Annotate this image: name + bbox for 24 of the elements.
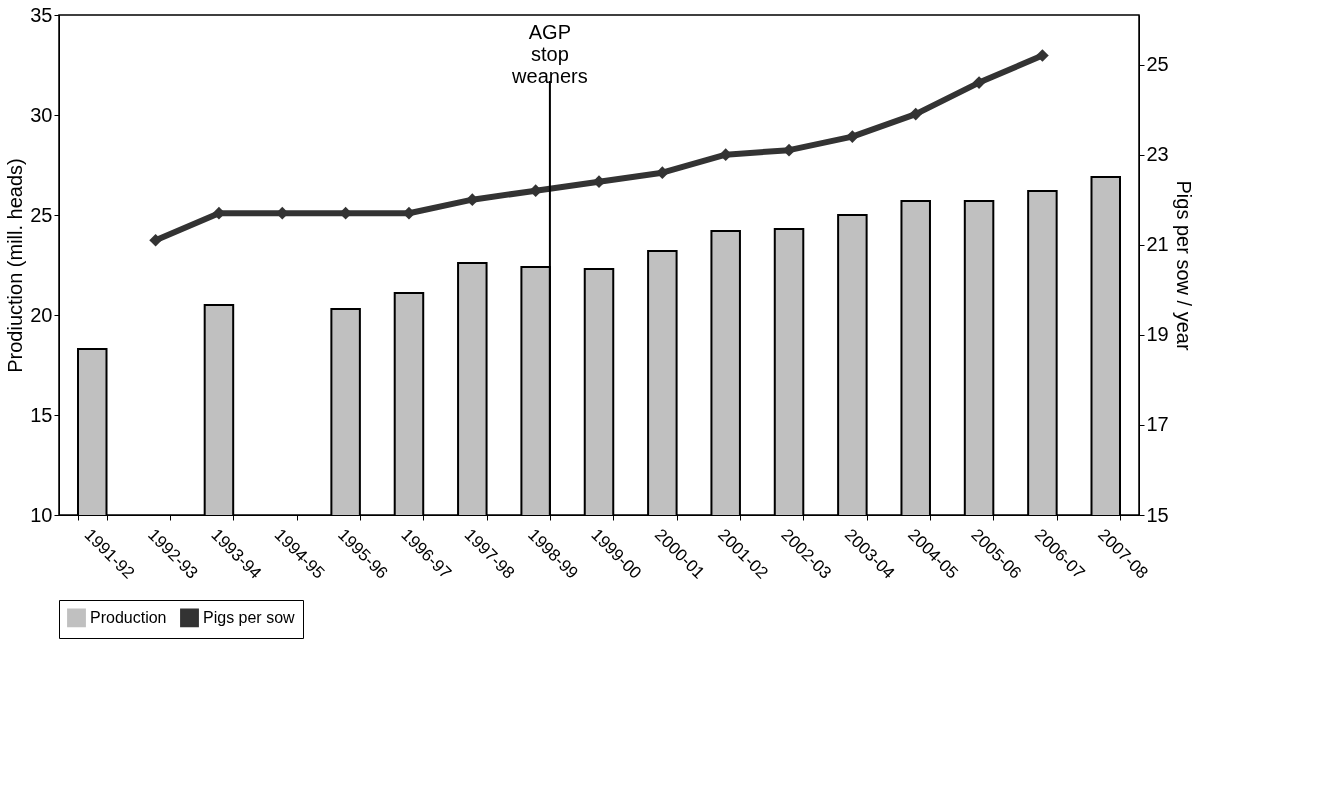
legend-label: Production	[90, 608, 167, 626]
point	[339, 206, 352, 220]
point	[909, 107, 923, 121]
y2-tick-label: 21	[1146, 233, 1169, 256]
y-tick-label: 25	[30, 203, 53, 226]
y2-axis-title: Pigs per sow / year	[1172, 180, 1195, 351]
y-axis-title: Prodiuction (mill. heads)	[4, 158, 27, 373]
point	[465, 193, 479, 207]
point	[1036, 49, 1049, 62]
y2-tick-label: 15	[1146, 503, 1169, 526]
y2-tick-label: 25	[1146, 53, 1169, 76]
y2-tick-label: 23	[1146, 143, 1169, 166]
y-tick-label: 10	[30, 503, 53, 526]
point	[149, 233, 162, 247]
y-tick-label: 30	[30, 103, 53, 126]
y-tick-label: 35	[30, 3, 53, 26]
y-tick-label: 15	[30, 403, 53, 426]
point	[846, 130, 859, 143]
legend-label: Pigs per sow	[203, 608, 296, 626]
y2-tick-label: 17	[1146, 413, 1169, 436]
point	[972, 76, 986, 89]
y2-tick-label: 19	[1146, 323, 1169, 346]
y-tick-label: 20	[30, 303, 53, 326]
ref-line-label: AGP stop weaners	[511, 21, 588, 87]
